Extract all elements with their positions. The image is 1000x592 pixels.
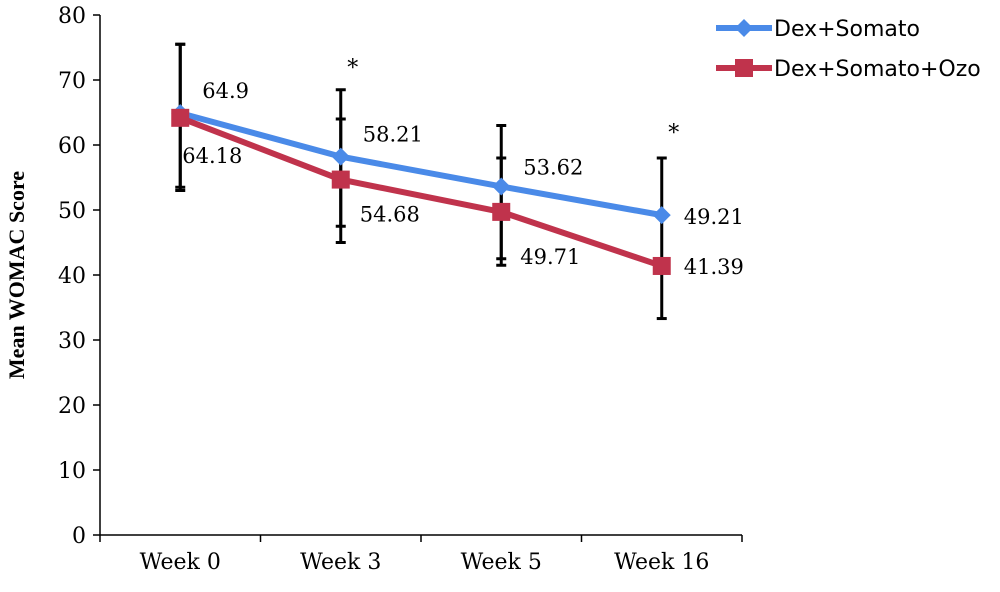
series-line-1 bbox=[179, 110, 663, 219]
series-lines bbox=[179, 110, 663, 269]
x-tick-label: Week 0 bbox=[140, 550, 221, 575]
data-point-diamond bbox=[492, 177, 511, 196]
data-label: 64.18 bbox=[182, 144, 242, 168]
y-tick-label: 70 bbox=[58, 69, 86, 94]
data-label: 49.21 bbox=[684, 205, 744, 229]
data-label: 49.71 bbox=[520, 245, 580, 269]
y-axis-title: Mean WOMAC Score bbox=[4, 171, 29, 379]
legend-label: Dex+Somato+Ozo bbox=[774, 57, 981, 82]
data-point-square bbox=[331, 170, 350, 189]
legend-marker-diamond bbox=[735, 19, 753, 37]
legend-marker-square bbox=[735, 59, 753, 77]
x-tick-label: Week 3 bbox=[300, 550, 381, 575]
data-point-diamond bbox=[652, 206, 671, 225]
data-point-diamond bbox=[331, 147, 350, 166]
data-label: 58.21 bbox=[363, 123, 423, 147]
data-label: 53.62 bbox=[523, 155, 583, 179]
axes bbox=[93, 14, 743, 542]
y-tick-labels: 0 10 20 30 40 50 60 70 80 bbox=[58, 4, 86, 549]
x-tick-label: Week 16 bbox=[614, 550, 709, 575]
series-markers bbox=[171, 104, 671, 275]
y-axis-label: Mean WOMAC Score bbox=[4, 171, 29, 379]
y-tick-label: 60 bbox=[58, 134, 86, 159]
data-label: 64.9 bbox=[202, 79, 249, 103]
data-labels: 64.9 58.21 53.62 49.21 64.18 54.68 49.71 41.39 bbox=[182, 79, 744, 279]
data-point-square bbox=[652, 256, 671, 275]
data-point-square bbox=[492, 202, 511, 221]
y-tick-label: 0 bbox=[72, 524, 86, 549]
annotations: ** bbox=[347, 56, 679, 146]
y-tick-label: 20 bbox=[58, 394, 86, 419]
x-tick-label: Week 5 bbox=[461, 550, 542, 575]
legend-label: Dex+Somato bbox=[774, 17, 920, 42]
y-tick-label: 50 bbox=[58, 199, 86, 224]
data-point-square bbox=[171, 108, 190, 127]
data-label: 41.39 bbox=[684, 255, 744, 279]
series-line-2 bbox=[179, 115, 663, 269]
significance-marker: * bbox=[668, 121, 679, 146]
legend: Dex+Somato Dex+Somato+Ozo bbox=[716, 17, 981, 82]
y-tick-label: 80 bbox=[58, 4, 86, 29]
significance-marker: * bbox=[347, 56, 358, 81]
y-tick-label: 30 bbox=[58, 329, 86, 354]
y-tick-label: 10 bbox=[58, 459, 86, 484]
x-tick-labels: Week 0 Week 3 Week 5 Week 16 bbox=[140, 550, 710, 575]
data-label: 54.68 bbox=[360, 203, 420, 227]
y-tick-label: 40 bbox=[58, 264, 86, 289]
